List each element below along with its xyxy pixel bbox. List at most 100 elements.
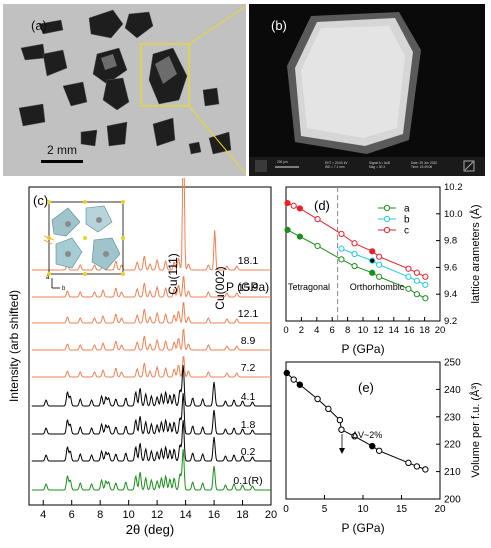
volume-y-tick-label: 200 (444, 495, 461, 506)
lattice-point-a (338, 256, 345, 263)
xrd-series-label: 15.9 (238, 282, 259, 294)
inset-axis-b: b (62, 286, 66, 292)
panel-label-c: (c) (33, 193, 48, 208)
lattice-point-a (422, 295, 429, 302)
xrd-x-tick-label: 18 (236, 509, 248, 521)
lattice-point-a (314, 242, 321, 250)
legend-label-a: a (404, 204, 410, 215)
volume-x-tick-label: 0 (283, 504, 289, 515)
xrd-x-tick-label: 8 (97, 509, 103, 521)
lattice-x-tick-label: 10 (358, 325, 369, 336)
panel-e-volume: 0 5 10 15 20 200 210 220 230 240 250 (e) ΔV~2% P (… (280, 358, 491, 543)
volume-point (405, 459, 412, 467)
volume-point (375, 447, 383, 454)
lattice-point-b (338, 245, 345, 252)
xrd-x-tick-label: 14 (179, 509, 191, 521)
legend-marker-b (383, 215, 391, 223)
xrd-plot-frame (28, 186, 272, 506)
lattice-x-tick-label: 8 (345, 325, 350, 336)
peak-label-cu002: Cu(002) (213, 266, 227, 309)
xrd-series-label: 12.1 (238, 308, 259, 320)
lattice-x-tick-label: 0 (283, 325, 288, 336)
panel-b-sem: (b) 200 μm EHT = 20.00 kV WD = 7.1 mm Si… (249, 4, 485, 176)
xrd-trace-0.2 (31, 420, 271, 462)
lattice-point-a (413, 291, 420, 298)
xrd-series-label: 8.9 (241, 335, 256, 347)
volume-x-tick-label: 10 (357, 504, 369, 515)
lattice-point-a (296, 233, 303, 240)
lattice-y-tick-label: 10.0 (444, 209, 463, 220)
sem-signal: Signal A = AsB (369, 161, 390, 165)
legend-label-c: c (404, 226, 409, 237)
lattice-point-c (405, 265, 412, 272)
xrd-series-label: 7.2 (241, 362, 256, 374)
lattice-point-c (351, 240, 358, 247)
phase-label-tetragonal: Tetragonal (288, 282, 330, 292)
volume-point (351, 433, 358, 440)
volume-x-tick-label: 15 (396, 504, 408, 515)
lattice-point-a (405, 285, 412, 292)
xrd-trace-7.2 (31, 355, 271, 378)
lattice-point-b (422, 281, 429, 288)
xrd-series-label: 18.1 (238, 255, 259, 267)
volume-point (369, 442, 376, 450)
volume-y-tick-label: 210 (444, 467, 461, 478)
volume-point (314, 395, 321, 403)
panel-a-photo: (a) 2 mm (3, 4, 247, 176)
lattice-point-c (338, 230, 345, 238)
volume-point (296, 381, 304, 388)
xrd-trace-12.1 (31, 301, 271, 324)
lattice-x-tick-label: 4 (314, 325, 319, 336)
xrd-x-tick-label: 12 (151, 509, 163, 521)
lattice-plot-frame (285, 186, 441, 322)
xrd-trace-1.8 (31, 393, 271, 435)
lattice-point-c (296, 205, 303, 212)
lattice-point-b (376, 261, 383, 268)
sem-time: Time: 15:49:06 (411, 165, 433, 169)
xrd-series-label: 0.1(R) (233, 475, 262, 487)
crystal-structure-inset: a b (43, 200, 125, 292)
legend-marker-a (383, 204, 391, 212)
zeiss-logo-icon (463, 160, 475, 172)
legend-marker-c (383, 226, 391, 234)
sem-mag: Mag = 50 X (369, 165, 386, 169)
sem-image (249, 4, 485, 176)
lattice-point-b (369, 257, 376, 264)
lattice-y-tick-label: 9.2 (444, 316, 457, 327)
lattice-x-axis-label: P (GPa) (341, 342, 384, 356)
xrd-x-tick-label: 20 (265, 509, 277, 521)
crystals-photo (3, 4, 247, 176)
lattice-x-tick-label: 18 (419, 325, 430, 336)
peak-label-cu111: Cu(111) (166, 253, 180, 295)
xrd-x-tick-label: 6 (69, 509, 75, 521)
volume-point (338, 426, 345, 433)
legend-title-pressure: P (GPa) (226, 280, 269, 294)
xrd-trace-15.9 (31, 275, 271, 298)
xrd-series-label: 1.8 (241, 419, 256, 431)
volume-point (336, 416, 344, 424)
lattice-point-b (413, 277, 420, 284)
lattice-y-tick-label: 9.6 (444, 262, 457, 273)
lattice-x-tick-label: 14 (389, 325, 400, 336)
lattice-y-tick-label: 9.4 (444, 289, 457, 300)
volume-y-tick-label: 230 (444, 412, 461, 423)
lattice-x-tick-label: 16 (404, 325, 415, 336)
annotation-arrowhead (339, 448, 345, 454)
lattice-point-a (369, 269, 376, 276)
volume-y-tick-label: 240 (444, 385, 461, 396)
lattice-point-a (284, 226, 291, 233)
panel-label-a: (a) (31, 18, 47, 33)
phase-label-orthorhombic: Orthorhombic (350, 282, 405, 292)
xrd-x-tick-label: 10 (123, 509, 135, 521)
sem-wd: WD = 7.1 mm (325, 165, 345, 169)
inset-axis-a: a (46, 275, 50, 281)
lattice-point-c (376, 253, 383, 260)
volume-point (290, 376, 297, 383)
xrd-trace-0.1(R) (31, 449, 271, 491)
volume-y-tick-label: 220 (444, 440, 461, 451)
xrd-x-tick-label: 16 (208, 509, 220, 521)
panel-label-b: (b) (271, 18, 287, 33)
volume-line (286, 372, 426, 470)
lattice-point-c (422, 273, 429, 280)
lattice-x-tick-label: 2 (299, 325, 304, 336)
